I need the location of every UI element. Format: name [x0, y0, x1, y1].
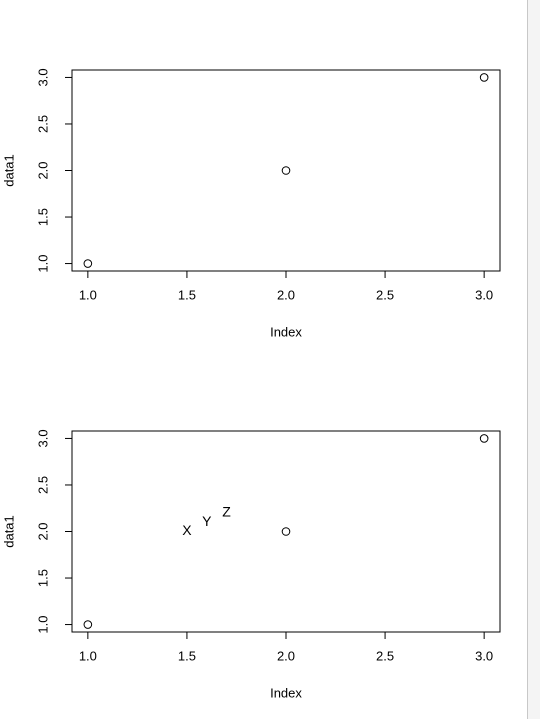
y-tick-label: 1.5: [35, 569, 50, 587]
x-tick-label: 3.0: [475, 648, 493, 663]
x-tick-label: 1.5: [178, 648, 196, 663]
x-tick-label: 1.0: [79, 287, 97, 302]
annotation: X: [182, 522, 192, 538]
x-tick-label: 1.5: [178, 287, 196, 302]
point: [479, 434, 489, 443]
point: [479, 73, 489, 82]
x-axis-label: Index: [270, 324, 302, 339]
y-tick-label: 3.0: [35, 68, 50, 86]
y-axis-label: data1: [1, 154, 16, 187]
x-tick-label: 2.0: [277, 287, 295, 302]
y-tick-label: 1.0: [35, 616, 50, 634]
y-tick-label: 2.0: [35, 161, 50, 179]
y-tick-label: 3.0: [35, 429, 50, 447]
x-axis-label: Index: [270, 685, 302, 700]
y-tick-label: 2.0: [35, 522, 50, 540]
side-strip: [528, 0, 540, 719]
y-tick-label: 2.5: [35, 476, 50, 494]
y-tick-label: 1.5: [35, 208, 50, 226]
point: [83, 620, 93, 629]
annotation: Z: [222, 504, 231, 520]
x-tick-label: 3.0: [475, 287, 493, 302]
annotation: Y: [202, 513, 212, 529]
y-axis-label: data1: [1, 515, 16, 548]
x-tick-label: 2.0: [277, 648, 295, 663]
x-tick-label: 1.0: [79, 648, 97, 663]
point: [281, 166, 291, 175]
y-tick-label: 1.0: [35, 255, 50, 273]
x-tick-label: 2.5: [376, 287, 394, 302]
point: [83, 259, 93, 268]
point: [281, 527, 291, 536]
x-tick-label: 2.5: [376, 648, 394, 663]
y-tick-label: 2.5: [35, 115, 50, 133]
